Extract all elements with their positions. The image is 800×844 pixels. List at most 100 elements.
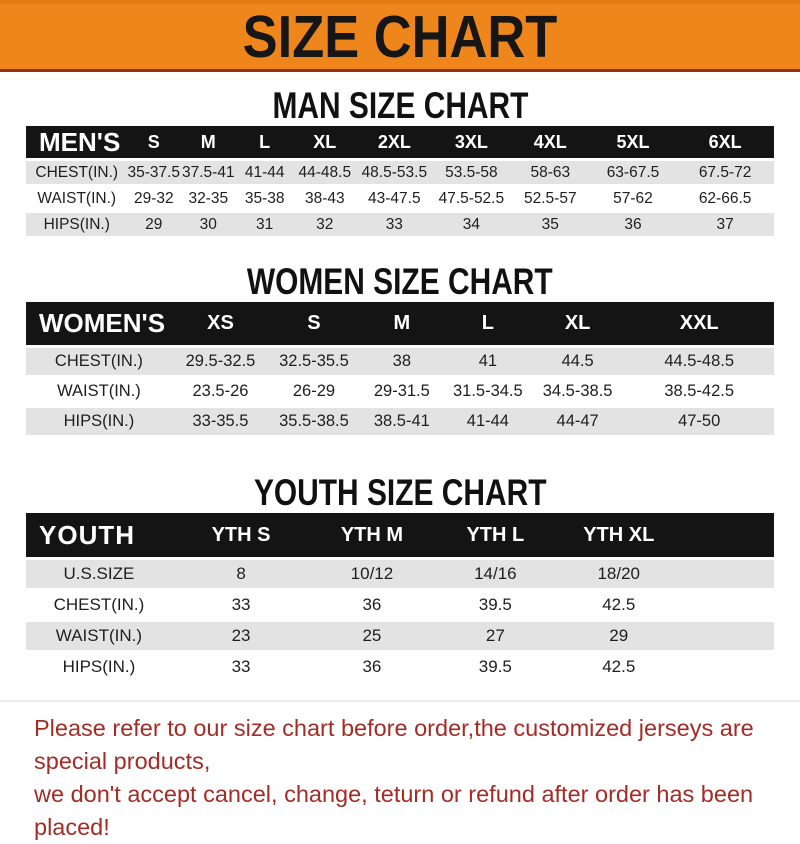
value-cell: 18/20 — [557, 560, 681, 588]
value-cell: 23.5-26 — [171, 378, 270, 405]
value-cell: 52.5-57 — [510, 187, 590, 210]
row-label: WAIST(IN.) — [26, 378, 172, 405]
value-cell: 25 — [310, 622, 434, 650]
value-cell: 27 — [433, 622, 558, 650]
row-label: U.S.SIZE — [26, 560, 172, 588]
column-header: YTH S — [171, 513, 311, 557]
men-chest-row: CHEST(IN.) 35-37.5 37.5-41 41-44 44-48.5… — [26, 161, 774, 184]
men-hips-row: HIPS(IN.) 29 30 31 32 33 34 35 36 37 — [26, 213, 774, 236]
note-line-2: we don't accept cancel, change, teturn o… — [34, 781, 754, 840]
women-hips-row: HIPS(IN.) 33-35.5 35.5-38.5 38.5-41 41-4… — [26, 408, 774, 435]
women-section-heading: WOMEN SIZE CHART — [247, 261, 553, 303]
youth-header-bar: YOUTH YTH S YTH M YTH L YTH XL — [26, 513, 774, 557]
filler-cell — [680, 622, 774, 650]
value-cell: 42.5 — [557, 591, 681, 619]
value-cell: 37 — [676, 213, 774, 236]
column-header: YTH M — [310, 513, 434, 557]
youth-ussize-row: U.S.SIZE 8 10/12 14/16 18/20 — [26, 560, 774, 588]
value-cell: 35-37.5 — [127, 161, 181, 184]
column-header: XS — [171, 302, 270, 345]
men-table-label: MEN'S — [26, 126, 128, 158]
value-cell: 26-29 — [269, 378, 359, 405]
youth-size-table: YOUTH YTH S YTH M YTH L YTH XL U.S.SIZE … — [26, 510, 774, 684]
column-header: YTH XL — [557, 513, 681, 557]
women-table-label: WOMEN'S — [26, 302, 172, 345]
column-header: XL — [292, 126, 357, 158]
value-cell: 67.5-72 — [676, 161, 774, 184]
value-cell: 36 — [310, 653, 434, 681]
filler-cell — [680, 560, 774, 588]
order-note: Please refer to our size chart before or… — [0, 700, 800, 844]
value-cell: 32-35 — [180, 187, 237, 210]
value-cell: 37.5-41 — [180, 161, 237, 184]
value-cell: 41 — [444, 348, 531, 375]
youth-chest-row: CHEST(IN.) 33 36 39.5 42.5 — [26, 591, 774, 619]
row-label: WAIST(IN.) — [26, 187, 128, 210]
value-cell: 62-66.5 — [676, 187, 774, 210]
women-chest-row: CHEST(IN.) 29.5-32.5 32.5-35.5 38 41 44.… — [26, 348, 774, 375]
value-cell: 57-62 — [589, 187, 677, 210]
note-line-1: Please refer to our size chart before or… — [34, 715, 754, 774]
value-cell: 63-67.5 — [589, 161, 677, 184]
value-cell: 8 — [171, 560, 311, 588]
value-cell: 29 — [557, 622, 681, 650]
value-cell: 31.5-34.5 — [444, 378, 531, 405]
banner-title: SIZE CHART — [242, 3, 558, 70]
header-filler — [680, 513, 774, 557]
value-cell: 33 — [171, 591, 311, 619]
value-cell: 47-50 — [624, 408, 774, 435]
men-section-heading: MAN SIZE CHART — [272, 85, 528, 127]
value-cell: 38.5-42.5 — [624, 378, 774, 405]
value-cell: 34 — [431, 213, 511, 236]
column-header: M — [180, 126, 237, 158]
column-header: L — [236, 126, 293, 158]
value-cell: 30 — [180, 213, 237, 236]
value-cell: 58-63 — [510, 161, 590, 184]
value-cell: 44-47 — [530, 408, 625, 435]
value-cell: 35 — [510, 213, 590, 236]
value-cell: 44-48.5 — [292, 161, 357, 184]
youth-table-label: YOUTH — [26, 513, 172, 557]
column-header: L — [444, 302, 531, 345]
value-cell: 44.5-48.5 — [624, 348, 774, 375]
row-label: HIPS(IN.) — [26, 408, 172, 435]
row-label: HIPS(IN.) — [26, 653, 172, 681]
value-cell: 53.5-58 — [431, 161, 511, 184]
youth-waist-row: WAIST(IN.) 23 25 27 29 — [26, 622, 774, 650]
value-cell: 38 — [358, 348, 445, 375]
value-cell: 29.5-32.5 — [171, 348, 270, 375]
value-cell: 48.5-53.5 — [356, 161, 432, 184]
women-header-bar: WOMEN'S XS S M L XL XXL — [26, 302, 774, 345]
value-cell: 42.5 — [557, 653, 681, 681]
column-header: 5XL — [589, 126, 677, 158]
value-cell: 35-38 — [236, 187, 293, 210]
filler-cell — [680, 653, 774, 681]
row-label: CHEST(IN.) — [26, 591, 172, 619]
value-cell: 38.5-41 — [358, 408, 445, 435]
row-label: WAIST(IN.) — [26, 622, 172, 650]
row-label: HIPS(IN.) — [26, 213, 128, 236]
size-chart-banner: SIZE CHART — [0, 0, 800, 72]
value-cell: 35.5-38.5 — [269, 408, 359, 435]
youth-section-heading: YOUTH SIZE CHART — [253, 472, 547, 514]
value-cell: 32.5-35.5 — [269, 348, 359, 375]
filler-cell — [680, 591, 774, 619]
men-size-table: MEN'S S M L XL 2XL 3XL 4XL 5XL 6XL CHEST… — [26, 123, 774, 239]
women-size-table: WOMEN'S XS S M L XL XXL CHEST(IN.) 29.5-… — [26, 299, 774, 438]
column-header: 6XL — [676, 126, 774, 158]
row-label: CHEST(IN.) — [26, 161, 128, 184]
column-header: YTH L — [433, 513, 558, 557]
value-cell: 44.5 — [530, 348, 625, 375]
value-cell: 33 — [356, 213, 432, 236]
value-cell: 33 — [171, 653, 311, 681]
value-cell: 31 — [236, 213, 293, 236]
value-cell: 43-47.5 — [356, 187, 432, 210]
men-waist-row: WAIST(IN.) 29-32 32-35 35-38 38-43 43-47… — [26, 187, 774, 210]
column-header: 2XL — [356, 126, 432, 158]
youth-hips-row: HIPS(IN.) 33 36 39.5 42.5 — [26, 653, 774, 681]
column-header: 3XL — [431, 126, 511, 158]
value-cell: 23 — [171, 622, 311, 650]
value-cell: 32 — [292, 213, 357, 236]
value-cell: 36 — [310, 591, 434, 619]
value-cell: 33-35.5 — [171, 408, 270, 435]
